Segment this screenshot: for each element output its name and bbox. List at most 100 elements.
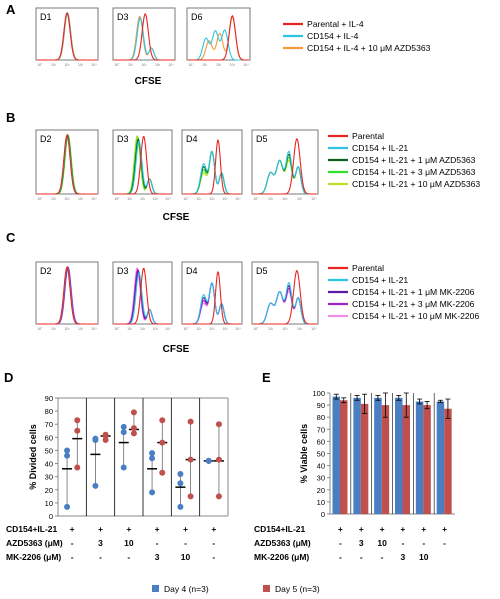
flow-tick-label: 10° xyxy=(188,63,194,67)
condition-label-d: MK-2206 (μM) xyxy=(6,552,61,562)
histogram-frame-c4 xyxy=(251,261,319,325)
flow-tick-label: 10¹ xyxy=(51,327,57,331)
condition-value-e: - xyxy=(381,552,384,562)
legend-label-c-2: CD154 + IL-21 xyxy=(352,275,408,285)
condition-value-d: - xyxy=(71,538,74,548)
flow-tick-label: 10¹ xyxy=(51,197,57,201)
flow-tick-label: 10² xyxy=(282,197,288,201)
condition-value-d: + xyxy=(155,524,160,534)
data-point-d-day4 xyxy=(64,503,71,510)
y-tick-label-d: 10 xyxy=(45,499,53,508)
condition-value-d: 10 xyxy=(181,552,191,562)
flow-tick-label: 10¹ xyxy=(51,63,57,67)
condition-label-d: CD154+IL-21 xyxy=(6,524,58,534)
condition-value-d: - xyxy=(99,552,102,562)
flow-tick-label: 10¹ xyxy=(127,197,133,201)
panel-letter-e: E xyxy=(262,370,271,385)
y-tick-label-d: 0 xyxy=(49,512,53,521)
condition-label-e: CD154+IL-21 xyxy=(254,524,306,534)
flow-tick-label: 10¹ xyxy=(268,197,274,201)
flow-tick-label: 10² xyxy=(64,327,70,331)
data-point-d-day4 xyxy=(177,503,184,510)
condition-value-d: - xyxy=(127,552,130,562)
condition-value-d: - xyxy=(156,538,159,548)
y-tick-label-e: 40 xyxy=(317,462,325,471)
data-point-d-day4 xyxy=(92,482,99,489)
flow-tick-label: 10² xyxy=(64,197,70,201)
flow-tick-label: 10³ xyxy=(78,327,84,331)
bottom-legend-swatch-1 xyxy=(152,585,159,592)
y-tick-label-e: 90 xyxy=(317,401,325,410)
y-tick-label-d: 70 xyxy=(45,420,53,429)
data-point-d-day5 xyxy=(130,409,137,416)
data-point-d-day4 xyxy=(120,429,127,436)
data-point-d-day5 xyxy=(215,421,222,428)
condition-value-e: 10 xyxy=(419,552,429,562)
data-point-d-day5 xyxy=(130,425,137,432)
y-axis-label-d: % Divided cells xyxy=(28,424,38,490)
flow-tick-label: 10° xyxy=(114,197,120,201)
histogram-frame-b3 xyxy=(181,129,243,195)
condition-value-e: - xyxy=(401,538,404,548)
condition-value-e: - xyxy=(422,538,425,548)
facet-label: D3 xyxy=(117,134,129,144)
histogram-trace-c-series-1 xyxy=(253,269,317,325)
bar-e-day4 xyxy=(395,397,403,514)
flow-tick-label: 10° xyxy=(183,197,189,201)
legend-label-c-4: CD154 + IL-21 + 3 μM MK-2206 xyxy=(352,299,475,309)
cfse-axis-label: CFSE xyxy=(163,344,190,355)
legend-label-c-5: CD154 + IL-21 + 10 μM MK-2206 xyxy=(352,311,479,321)
bar-e-day5 xyxy=(360,403,369,514)
flow-tick-label: 10¹ xyxy=(202,63,208,67)
panel-letter-a: A xyxy=(6,2,16,17)
flow-tick-label: 10⁴ xyxy=(168,63,174,67)
data-point-d-day5 xyxy=(187,493,194,500)
condition-value-d: - xyxy=(184,538,187,548)
condition-value-e: - xyxy=(443,538,446,548)
histogram-trace-c-series-2 xyxy=(253,281,317,325)
flow-tick-label: 10⁴ xyxy=(235,327,241,331)
flow-tick-label: 10⁴ xyxy=(311,197,317,201)
histogram-trace-a-series-2 xyxy=(188,29,249,61)
condition-value-e: + xyxy=(338,524,343,534)
flow-tick-label: 10² xyxy=(209,197,215,201)
flow-tick-label: 10⁴ xyxy=(311,327,317,331)
histogram-trace-b-series-1 xyxy=(183,139,241,195)
facet-label: D2 xyxy=(40,134,52,144)
flow-tick-label: 10³ xyxy=(222,197,228,201)
data-point-d-day5 xyxy=(159,469,166,476)
data-point-d-day5 xyxy=(215,493,222,500)
condition-value-e: + xyxy=(380,524,385,534)
cfse-axis-label: CFSE xyxy=(135,76,162,87)
condition-value-e: - xyxy=(339,538,342,548)
histogram-frame-c3 xyxy=(181,261,243,325)
data-point-d-day5 xyxy=(74,427,81,434)
histogram-trace-a-series-1 xyxy=(114,12,174,61)
condition-value-e: 3 xyxy=(401,552,406,562)
histogram-trace-c-series-1 xyxy=(114,268,171,325)
y-tick-label-e: 10 xyxy=(317,498,325,507)
flow-tick-label: 10° xyxy=(183,327,189,331)
condition-label-d: AZD5363 (μM) xyxy=(6,538,63,548)
bar-e-day4 xyxy=(415,401,424,514)
flow-tick-label: 10¹ xyxy=(128,63,134,67)
y-tick-label-d: 20 xyxy=(45,486,53,495)
condition-value-d: 10 xyxy=(124,538,134,548)
y-tick-label-e: 50 xyxy=(317,450,325,459)
data-point-d-day4 xyxy=(149,455,156,462)
condition-value-d: + xyxy=(183,524,188,534)
bar-e-day5 xyxy=(402,405,410,514)
y-tick-label-d: 30 xyxy=(45,473,53,482)
flow-tick-label: 10³ xyxy=(78,63,84,67)
flow-tick-label: 10³ xyxy=(155,63,161,67)
condition-value-d: - xyxy=(212,538,215,548)
data-point-d-day5 xyxy=(159,439,166,446)
flow-tick-label: 10⁴ xyxy=(91,327,97,331)
legend-label-a-2: CD154 + IL-4 xyxy=(307,31,359,41)
histogram-trace-b-series-1 xyxy=(37,134,97,195)
histogram-frame-a3 xyxy=(186,7,251,61)
panel-letter-d: D xyxy=(4,370,13,385)
data-point-d-day5 xyxy=(215,456,222,463)
flow-tick-label: 10° xyxy=(253,197,259,201)
y-tick-label-d: 50 xyxy=(45,446,53,455)
